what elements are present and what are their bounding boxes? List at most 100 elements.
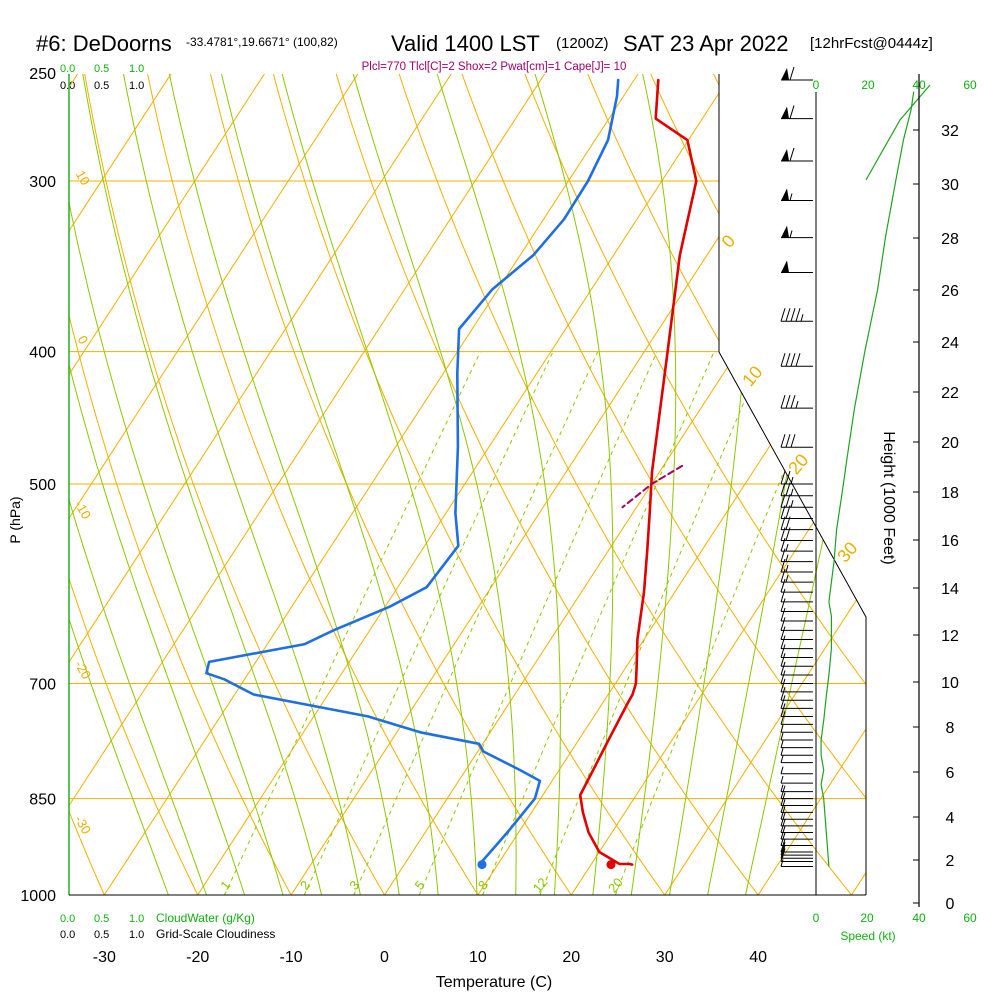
temperature-tick-label: -30 — [93, 949, 116, 966]
wind-barb — [780, 558, 813, 573]
temperature-tick-label: -10 — [280, 949, 303, 966]
wind-barb-flag — [785, 434, 791, 448]
wind-barb-flag — [780, 626, 786, 640]
wind-barb-flag — [780, 558, 786, 573]
wind-barb — [780, 626, 813, 641]
height-tick-label: 32 — [941, 123, 959, 140]
valid-time: Valid 1400 LST — [391, 31, 540, 56]
wind-barb-flag — [780, 841, 786, 856]
height-tick-label: 20 — [941, 435, 959, 452]
pressure-tick-label: 500 — [29, 477, 56, 494]
wind-barb — [781, 147, 813, 162]
wind-barb-flag — [780, 687, 786, 701]
wind-barb-flag — [780, 494, 786, 508]
moist-adiabat — [69, 74, 180, 895]
pressure-tick-label: 700 — [29, 676, 56, 693]
wind-barb-pennant — [781, 148, 789, 161]
wind-barb-half — [780, 766, 784, 774]
thetae-label: 10 — [738, 362, 766, 390]
speed-tick-bottom: 0 — [813, 911, 820, 925]
wind-barb-half — [785, 564, 789, 573]
dry-adiabat — [69, 74, 308, 895]
wind-barb-half — [780, 784, 784, 792]
wind-barb-pennant — [781, 106, 789, 119]
wind-barb — [780, 670, 813, 684]
wind-barb-flag — [785, 482, 791, 496]
speed-tick-bottom: 60 — [963, 911, 977, 925]
speed-tick-bottom: 40 — [912, 911, 926, 925]
stability-indices: Plcl=770 Tlcl[C]=2 Shox=2 Pwat[cm]=1 Cap… — [362, 61, 627, 73]
wind-barb-half — [795, 401, 799, 409]
isotherm — [69, 74, 469, 895]
cloudiness-tick: 0.5 — [94, 80, 109, 92]
temperature-tick-label: 20 — [562, 949, 580, 966]
station-coords: -33.4781°,19.6671° (100,82) — [186, 35, 338, 49]
wind-barb — [781, 105, 813, 120]
wind-barb-flag — [785, 494, 791, 508]
mixing-ratio-line — [539, 351, 767, 895]
height-tick-label: 14 — [941, 581, 959, 598]
temperature-tick-label: 30 — [656, 949, 674, 966]
wind-barb-flag — [785, 353, 791, 367]
wind-barb-flag — [780, 670, 786, 684]
wind-barb-flag — [780, 653, 786, 667]
moist-adiabat — [168, 74, 404, 895]
dry-adiabat — [204, 74, 592, 895]
wind-barb-flag — [780, 607, 786, 622]
wind-barb — [780, 703, 813, 717]
isotherm — [69, 74, 282, 895]
moist-adiabat — [220, 74, 441, 895]
isotherm — [645, 74, 866, 895]
wind-barb — [780, 711, 813, 725]
isotherm — [552, 74, 866, 895]
dry-adiabat — [576, 74, 866, 895]
speed-scale: 0 20 40 60 0 20 40 60 Speed (kt) — [813, 78, 977, 943]
frame-right — [718, 74, 867, 895]
speed-tick-top: 0 — [813, 78, 820, 92]
wind-barb — [780, 775, 813, 784]
temperature-tick-label: 40 — [749, 949, 767, 966]
dry-adiabat — [0, 49, 23, 924]
cloudwater-label: CloudWater (g/Kg) — [156, 911, 255, 925]
dry-adiabat — [825, 74, 866, 895]
height-tick-label: 26 — [941, 283, 959, 300]
wind-barb-half — [790, 500, 794, 508]
series-dewpoint-line — [205, 78, 620, 866]
wind-barb — [780, 785, 813, 800]
mixing-ratio-label: 1 — [217, 878, 233, 893]
wind-barb-flag — [780, 711, 786, 725]
wind-barb-flag — [780, 568, 786, 583]
wind-barb-flag — [785, 470, 791, 485]
wind-barb-flag — [789, 66, 795, 81]
isotherm — [69, 74, 188, 895]
dry-adiabat — [69, 74, 213, 895]
theta-label: -10 — [72, 498, 94, 522]
wind-barb-flag — [780, 661, 786, 676]
height-tick-label: 0 — [946, 896, 955, 913]
height-tick-label: 28 — [941, 231, 959, 248]
wind-barb — [780, 494, 813, 508]
wind-barb — [780, 653, 813, 667]
speed-tick-top: 20 — [861, 78, 875, 92]
moist-adiabat — [281, 74, 479, 895]
wind-barb-flag — [780, 395, 786, 409]
wind-barb — [780, 598, 813, 613]
wind-barb-half — [780, 755, 784, 763]
moist-adiabat — [122, 74, 367, 895]
wind-barb — [780, 568, 813, 583]
wind-barb-flag — [789, 105, 795, 119]
speed-profile-line-upper — [865, 84, 931, 181]
cloudiness-tick: 1.0 — [129, 80, 144, 92]
wind-barb — [780, 635, 813, 650]
isotherm — [69, 74, 562, 895]
speed-profile-line — [820, 91, 915, 867]
mixing-ratio-label: 2 — [297, 878, 313, 893]
wind-barb — [781, 188, 813, 201]
temperature-axis: Temperature (C) -30 -20 -10 0 10 20 30 40 — [93, 949, 767, 991]
height-tick-label: 12 — [941, 628, 959, 645]
cloud-scale-bottom: 0.0 0.5 1.0 CloudWater (g/Kg) 0.0 0.5 1.… — [60, 911, 275, 941]
thetae-label: 0 — [718, 231, 740, 252]
wind-barb-pennant — [781, 68, 789, 81]
thetae-label: 30 — [833, 538, 861, 566]
wind-barb — [780, 661, 813, 676]
